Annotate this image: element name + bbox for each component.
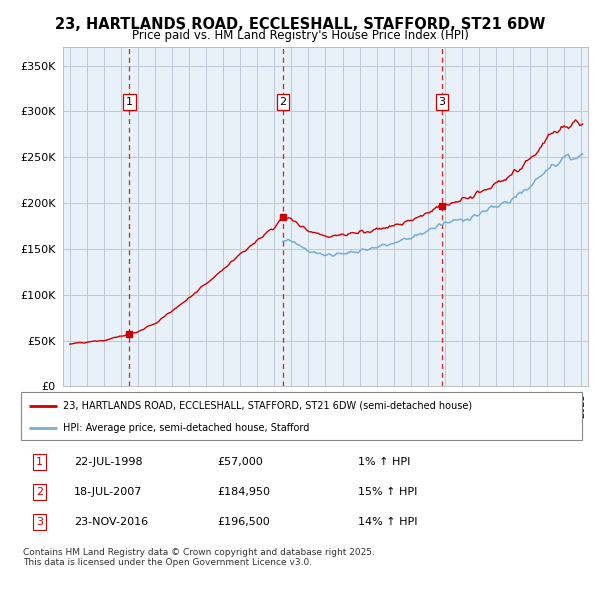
Text: 23-NOV-2016: 23-NOV-2016 <box>74 517 148 527</box>
Text: 3: 3 <box>36 517 43 527</box>
Text: 22-JUL-1998: 22-JUL-1998 <box>74 457 143 467</box>
Text: Contains HM Land Registry data © Crown copyright and database right 2025.
This d: Contains HM Land Registry data © Crown c… <box>23 548 374 567</box>
Text: 1: 1 <box>36 457 43 467</box>
Text: 14% ↑ HPI: 14% ↑ HPI <box>358 517 417 527</box>
Text: £57,000: £57,000 <box>217 457 263 467</box>
Text: 3: 3 <box>439 97 445 107</box>
Text: 15% ↑ HPI: 15% ↑ HPI <box>358 487 417 497</box>
Text: HPI: Average price, semi-detached house, Stafford: HPI: Average price, semi-detached house,… <box>63 423 310 432</box>
Text: 18-JUL-2007: 18-JUL-2007 <box>74 487 143 497</box>
Text: £196,500: £196,500 <box>217 517 270 527</box>
Text: 1% ↑ HPI: 1% ↑ HPI <box>358 457 410 467</box>
Text: 2: 2 <box>36 487 43 497</box>
Text: Price paid vs. HM Land Registry's House Price Index (HPI): Price paid vs. HM Land Registry's House … <box>131 30 469 42</box>
FancyBboxPatch shape <box>21 392 582 440</box>
Text: 1: 1 <box>126 97 133 107</box>
Text: 2: 2 <box>280 97 286 107</box>
Text: 23, HARTLANDS ROAD, ECCLESHALL, STAFFORD, ST21 6DW (semi-detached house): 23, HARTLANDS ROAD, ECCLESHALL, STAFFORD… <box>63 401 472 411</box>
Text: 23, HARTLANDS ROAD, ECCLESHALL, STAFFORD, ST21 6DW: 23, HARTLANDS ROAD, ECCLESHALL, STAFFORD… <box>55 17 545 31</box>
Text: £184,950: £184,950 <box>217 487 271 497</box>
